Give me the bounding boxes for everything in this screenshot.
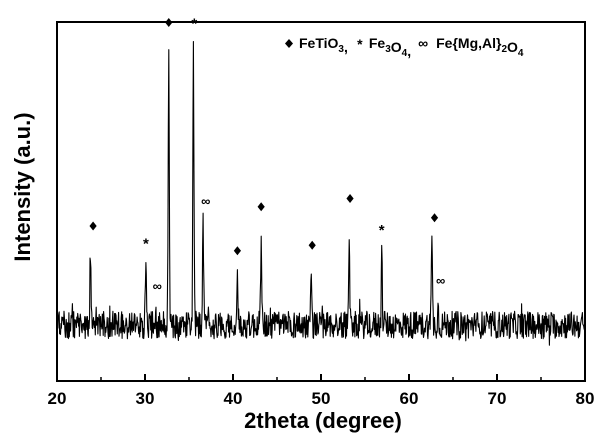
peak-marker-diamond bbox=[308, 240, 316, 250]
peak-marker-asterisk: * bbox=[143, 236, 149, 253]
peak-marker-infinity: ∞ bbox=[436, 273, 445, 288]
axes: 20 30 40 50 60 70 80 bbox=[48, 21, 595, 408]
asterisk-icon: * bbox=[357, 36, 363, 52]
peak-marker-diamond bbox=[346, 194, 354, 203]
plot-area: * ∞ * ∞ * ∞ bbox=[56, 16, 586, 346]
peak-marker-diamond bbox=[257, 202, 265, 212]
peak-marker-asterisk: * bbox=[379, 222, 385, 239]
peak-marker-infinity: ∞ bbox=[201, 193, 210, 208]
peak-marker-infinity: ∞ bbox=[153, 279, 162, 294]
x-tick-label: 30 bbox=[136, 389, 155, 408]
xrd-pattern-line bbox=[56, 40, 586, 346]
peak-marker-diamond bbox=[233, 246, 241, 256]
peak-marker-diamond bbox=[430, 213, 439, 223]
x-tick-label: 80 bbox=[576, 389, 595, 408]
legend-entry-label: FeTiO3, bbox=[299, 35, 348, 55]
peak-marker-asterisk: * bbox=[191, 16, 197, 33]
x-tick-label: 50 bbox=[312, 389, 331, 408]
x-tick-label: 40 bbox=[224, 389, 243, 408]
legend-entry-label: Fe{Mg,Al}2O4 bbox=[436, 35, 524, 59]
x-axis-label: 2theta (degree) bbox=[244, 408, 402, 433]
x-tick-label: 60 bbox=[400, 389, 419, 408]
x-tick-label: 20 bbox=[48, 389, 67, 408]
infinity-icon: ∞ bbox=[418, 35, 428, 51]
legend: FeTiO3, * Fe3O4, ∞ Fe{Mg,Al}2O4 bbox=[285, 35, 524, 59]
peak-marker-diamond bbox=[89, 221, 97, 231]
y-axis-label: Intensity (a.u.) bbox=[10, 112, 35, 261]
legend-entry-label: Fe3O4, bbox=[369, 35, 411, 59]
diamond-icon bbox=[285, 39, 293, 48]
x-tick-label: 70 bbox=[488, 389, 507, 408]
